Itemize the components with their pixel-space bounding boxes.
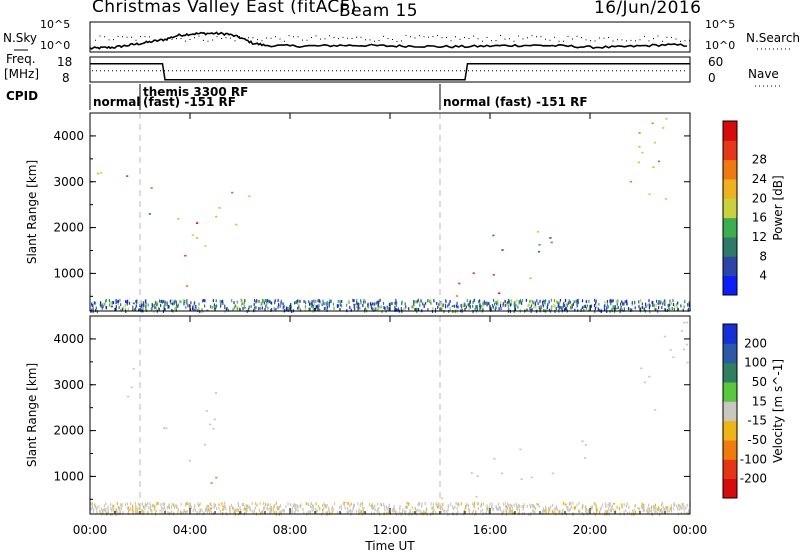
nsky-left-tick: 10^5	[40, 18, 70, 31]
power-colorbar-segment	[723, 237, 737, 257]
power-colorbar-tick: 16	[752, 211, 767, 225]
velocity-colorbar-segment	[723, 459, 737, 480]
power-colorbar-label: Power [dB]	[771, 175, 785, 240]
power-ylabel: Slant Range [km]	[25, 160, 39, 264]
power-colorbar-segment	[723, 179, 737, 199]
cpid-segment-label: themis 3300 RF	[143, 85, 248, 99]
power-colorbar-segment	[723, 140, 737, 161]
site-title: Christmas Valley East (fitACF)	[92, 0, 357, 17]
y-tick-label: 4000	[53, 129, 84, 143]
y-tick-label: 1000	[53, 469, 84, 483]
cpid-segment-label: normal	[93, 95, 140, 109]
velocity-colorbar-frame	[722, 323, 738, 499]
velocity-colorbar-segment	[723, 420, 737, 441]
freq-unit: [MHz]	[4, 67, 39, 81]
velocity-colorbar-segment	[723, 324, 737, 344]
freq-label: Freq.	[6, 52, 36, 66]
nsky-series-line	[89, 31, 687, 50]
date-label: 16/Jun/2016	[594, 0, 702, 18]
freq-left-tick: 18	[57, 55, 72, 69]
cpid-segment-label: (fast) -151 RF	[143, 95, 236, 109]
x-tick-label: 20:00	[573, 523, 608, 537]
nsky-label: N.Sky	[3, 31, 37, 45]
velocity-colorbar-tick: -50	[747, 433, 767, 447]
frequency-series-line	[90, 63, 690, 81]
nsearch-right-tick: 10^5	[705, 18, 735, 31]
x-tick-label: 00:00	[673, 523, 708, 537]
power-colorbar-segment	[723, 256, 737, 277]
power-colorbar-segment	[723, 121, 737, 141]
nsearch-right-tick: 10^0	[705, 39, 735, 52]
x-tick-label: 04:00	[173, 523, 208, 537]
velocity-colorbar-tick: -100	[740, 452, 767, 466]
nave-label: Nave	[748, 67, 779, 81]
velocity-colorbar-tick: 100	[744, 356, 767, 370]
velocity-colorbar-tick: -200	[740, 472, 767, 486]
velocity-panel-frame	[89, 315, 691, 515]
velocity-ylabel: Slant Range [km]	[25, 363, 39, 467]
power-colorbar-segment	[723, 275, 737, 296]
power-colorbar-segment	[723, 159, 737, 180]
cpid-segment-label: normal (fast) -151 RF	[443, 95, 588, 109]
power-colorbar-tick: 28	[752, 153, 767, 167]
power-colorbar-tick: 12	[752, 230, 767, 244]
velocity-colorbar-segment	[723, 478, 737, 499]
x-tick-label: 00:00	[73, 523, 108, 537]
x-tick-label: 16:00	[473, 523, 508, 537]
nave-right-tick: 0	[708, 71, 716, 85]
y-tick-label: 2000	[53, 221, 84, 235]
power-colorbar-tick: 8	[759, 249, 767, 263]
power-panel-frame	[89, 112, 691, 312]
nsearch-label: N.Search	[746, 31, 800, 45]
freq-panel-frame	[89, 56, 691, 83]
power-panel	[90, 113, 691, 314]
y-tick-label: 3000	[53, 175, 84, 189]
x-axis-label: Time UT	[364, 539, 415, 553]
power-colorbar-segment	[723, 217, 737, 238]
velocity-colorbar-tick: -15	[747, 414, 767, 428]
nsky-left-tick: 10^0	[40, 39, 70, 52]
beam-label: Beam 15	[339, 1, 418, 21]
y-tick-label: 1000	[53, 266, 84, 280]
nave-right-tick: 60	[708, 55, 723, 69]
y-tick-label: 4000	[53, 332, 84, 346]
velocity-colorbar-segment	[723, 440, 737, 460]
power-colorbar-tick: 4	[759, 269, 767, 283]
velocity-colorbar-label: Velocity [m s^-1]	[771, 359, 785, 463]
nsearch-series-dots	[95, 35, 690, 42]
velocity-colorbar-segment	[723, 362, 737, 383]
velocity-panel	[90, 316, 691, 517]
x-tick-label: 08:00	[273, 523, 308, 537]
y-tick-label: 3000	[53, 378, 84, 392]
velocity-colorbar-segment	[723, 382, 737, 402]
x-tick-label: 12:00	[373, 523, 408, 537]
freq-left-tick: 8	[62, 71, 70, 85]
power-colorbar-frame	[722, 120, 738, 296]
cpid-label: CPID	[6, 89, 38, 103]
power-colorbar-segment	[723, 198, 737, 219]
velocity-colorbar-segment	[723, 343, 737, 364]
y-tick-label: 2000	[53, 424, 84, 438]
power-colorbar-tick: 24	[752, 172, 767, 186]
velocity-colorbar-segment	[723, 401, 737, 422]
power-colorbar-tick: 20	[752, 191, 767, 205]
velocity-colorbar-tick: 200	[744, 336, 767, 350]
nsky-panel-frame	[89, 21, 691, 53]
velocity-colorbar-tick: 15	[752, 394, 767, 408]
velocity-colorbar-tick: 50	[752, 375, 767, 389]
